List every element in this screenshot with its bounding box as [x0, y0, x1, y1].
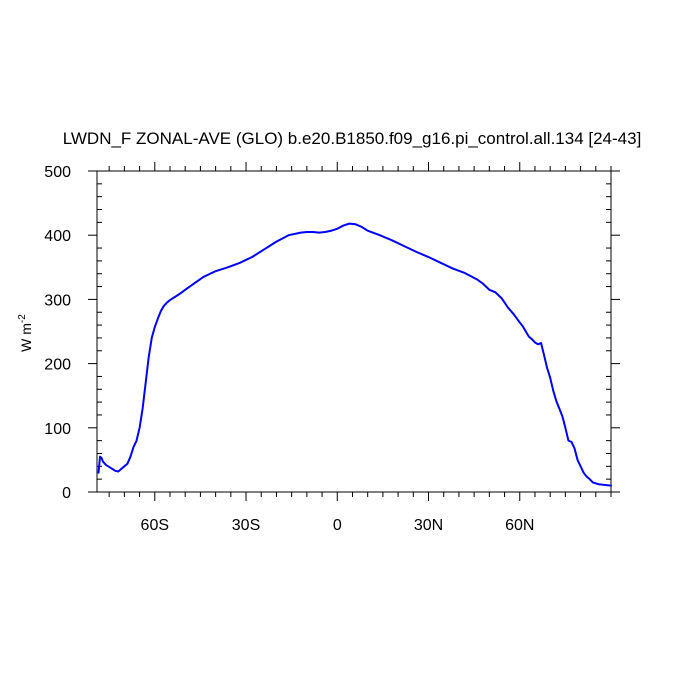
y-tick-label: 300	[44, 292, 71, 309]
y-tick-label: 200	[44, 357, 71, 374]
y-axis-label-unit: W m	[18, 323, 34, 352]
y-tick-label: 400	[44, 228, 71, 245]
y-axis-label: W m-2	[17, 314, 34, 352]
plot-area: 0 100 200 300 400 500 60S 30S 0 30N 60N	[44, 162, 620, 534]
svg-text:W m-2: W m-2	[17, 314, 34, 352]
y-axis-label-exponent: -2	[17, 314, 28, 323]
y-tick-label: 500	[44, 164, 71, 181]
plot-frame	[96, 170, 612, 493]
x-tick-label: 60S	[141, 517, 169, 534]
y-tick-label: 100	[44, 421, 71, 438]
x-tick-label: 60N	[505, 517, 534, 534]
series-line	[97, 222, 612, 487]
x-tick-label: 30S	[232, 517, 260, 534]
x-tick-label: 30N	[414, 517, 443, 534]
chart-title: LWDN_F ZONAL-AVE (GLO) b.e20.B1850.f09_g…	[63, 129, 642, 148]
x-tick-label: 0	[333, 517, 342, 534]
y-tick-label: 0	[62, 485, 71, 502]
